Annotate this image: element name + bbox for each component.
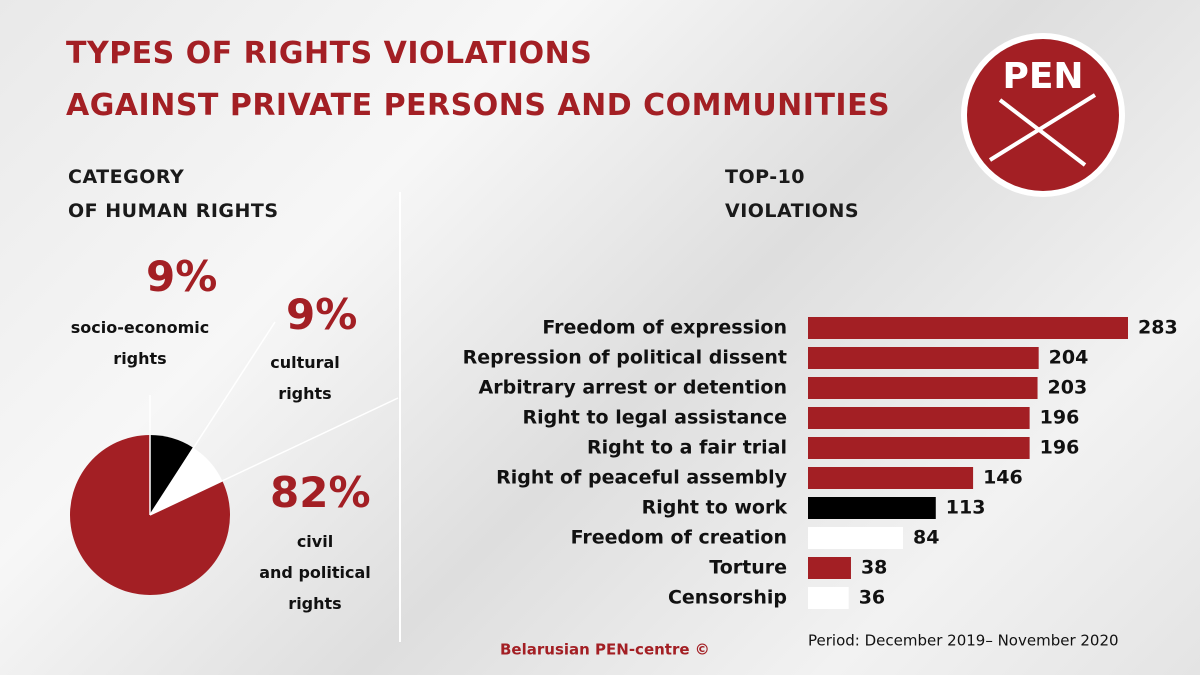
bar-value-label: 38 xyxy=(861,557,887,579)
bar-label: Freedom of expression xyxy=(542,317,787,339)
bar xyxy=(808,317,1128,339)
title: AGAINST PRIVATE PERSONS AND COMMUNITIES xyxy=(66,88,891,123)
bar xyxy=(808,347,1039,369)
logo-quill xyxy=(988,93,1097,167)
bar-value-label: 204 xyxy=(1049,347,1089,369)
bar-label: Right of peaceful assembly xyxy=(496,467,788,489)
bar-value-label: 196 xyxy=(1040,437,1080,459)
bar-value-label: 283 xyxy=(1138,317,1178,339)
bar xyxy=(808,587,849,609)
bar-label: Arbitrary arrest or detention xyxy=(479,377,787,399)
pie-value-label: 9% xyxy=(146,252,218,301)
pie-slice xyxy=(150,435,193,515)
period-note: Period: December 2019– November 2020 xyxy=(808,632,1119,650)
bar-value-label: 203 xyxy=(1048,377,1088,399)
bar-value-label: 196 xyxy=(1040,407,1080,429)
logo-text: PEN xyxy=(1002,56,1083,97)
footer: Belarusian PEN-centre © xyxy=(500,641,710,659)
pie-label: civil and political rights xyxy=(259,532,371,613)
bar xyxy=(808,437,1030,459)
pie-value-label: 82% xyxy=(270,468,371,517)
pie-slice xyxy=(150,447,223,515)
title: TYPES OF RIGHTS VIOLATIONS xyxy=(66,36,593,71)
bars: Freedom of expression 283 Repression of po… xyxy=(463,317,1178,609)
leader-line xyxy=(149,397,399,516)
bar xyxy=(808,557,851,579)
pie-label: cultural rights xyxy=(270,353,340,403)
bar-label: Right to a fair trial xyxy=(587,437,787,459)
pie-value-label: 9% xyxy=(286,290,358,339)
bar-value-label: 84 xyxy=(913,527,939,549)
bar-title: TOP-10 VIOLATIONS xyxy=(725,166,860,222)
pie-label: socio-economic rights xyxy=(70,318,210,368)
bar-label: Right to work xyxy=(642,497,788,519)
bar xyxy=(808,467,974,489)
leader-line xyxy=(149,321,276,516)
bar-value-label: 113 xyxy=(946,497,986,519)
bar xyxy=(808,527,903,549)
bar xyxy=(808,497,936,519)
bar xyxy=(808,377,1038,399)
bar-value-label: 146 xyxy=(983,467,1023,489)
bar-label: Freedom of creation xyxy=(571,527,787,549)
bar-value-label: 36 xyxy=(859,587,885,609)
bar-label: Right to legal assistance xyxy=(522,407,787,429)
bar xyxy=(808,407,1030,429)
bar-label: Torture xyxy=(709,557,787,579)
bar-label: Censorship xyxy=(668,587,787,609)
bar-label: Repression of political dissent xyxy=(463,347,787,369)
pie-title: CATEGORY OF HUMAN RIGHTS xyxy=(68,166,279,222)
